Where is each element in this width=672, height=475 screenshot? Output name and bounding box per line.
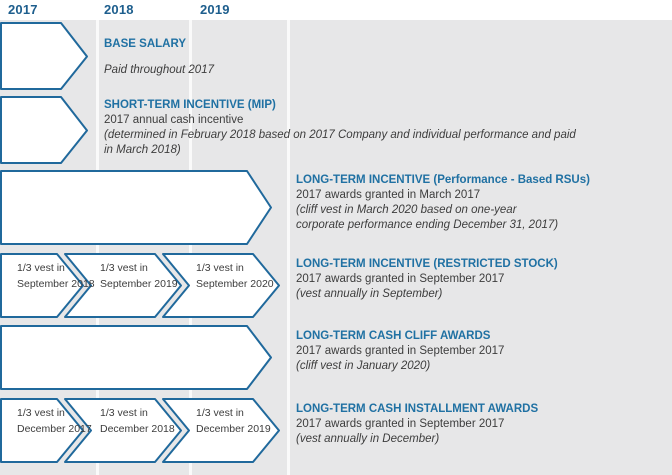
row-cash-cliff-awards-text: LONG-TERM CASH CLIFF AWARDS 2017 awards … [296,329,504,374]
row-lti-restricted-stock-text: LONG-TERM INCENTIVE (RESTRICTED STOCK) 2… [296,257,558,302]
row-title: BASE SALARY [104,38,186,50]
row-line: (cliff vest in March 2020 based on one-y… [296,204,517,216]
row-title: LONG-TERM CASH CLIFF AWARDS [296,330,491,342]
row-line: 2017 awards granted in September 2017 [296,345,505,357]
arrow-base-salary [0,22,88,90]
row-cash-installment-text: LONG-TERM CASH INSTALLMENT AWARDS 2017 a… [296,402,538,447]
row-lti-performance-rsus-text: LONG-TERM INCENTIVE (Performance - Based… [296,173,590,233]
row-line: (vest annually in December) [296,433,440,445]
row-base-salary-text: BASE SALARY Paid throughout 2017 [104,37,214,78]
arrow-cash-installment-segments [0,398,280,463]
row-line: (determined in February 2018 based on 20… [104,129,576,141]
segment-label: 1/3 vest in December 2019 [196,405,271,437]
column-separator-1 [96,20,99,475]
timeline-panel: BASE SALARY Paid throughout 2017 SHORT-T… [0,20,672,475]
segment-label-line: September 2018 [17,278,95,290]
row-line: 2017 awards granted in March 2017 [296,189,481,201]
row-line: (cliff vest in January 2020) [296,360,431,372]
row-line: 2017 annual cash incentive [104,114,244,126]
row-title: LONG-TERM INCENTIVE (Performance - Based… [296,174,590,186]
row-line: 2017 awards granted in September 2017 [296,418,505,430]
year-label-2019: 2019 [200,2,230,17]
row-title: LONG-TERM CASH INSTALLMENT AWARDS [296,403,539,415]
arrow-lti-restricted-stock-segments [0,253,280,318]
column-separator-3 [287,20,290,475]
segment-label-line: 1/3 vest in [17,262,65,274]
arrow-short-term-incentive [0,96,88,164]
row-line: in March 2018) [104,144,181,156]
segment-label: 1/3 vest in December 2018 [100,405,175,437]
segment-label-line: December 2017 [17,423,92,435]
segment-label-line: 1/3 vest in [100,407,148,419]
segment-label-line: September 2019 [100,278,178,290]
row-line: 2017 awards granted in September 2017 [296,273,505,285]
segment-label: 1/3 vest in September 2020 [196,260,274,292]
row-short-term-incentive-text: SHORT-TERM INCENTIVE (MIP) 2017 annual c… [104,98,576,158]
segment-label: 1/3 vest in September 2018 [17,260,95,292]
row-line: corporate performance ending December 31… [296,219,559,231]
segment-label-line: 1/3 vest in [100,262,148,274]
row-title: SHORT-TERM INCENTIVE (MIP) [104,99,276,111]
arrow-lti-performance-rsus [0,170,272,245]
segment-label-line: 1/3 vest in [196,407,244,419]
segment-label-line: 1/3 vest in [196,262,244,274]
segment-label-line: December 2019 [196,423,271,435]
row-line: Paid throughout 2017 [104,64,214,76]
year-label-2017: 2017 [8,2,38,17]
row-line: (vest annually in September) [296,288,443,300]
year-label-2018: 2018 [104,2,134,17]
segment-label: 1/3 vest in December 2017 [17,405,92,437]
arrow-cash-cliff-awards [0,325,272,390]
segment-label-line: 1/3 vest in [17,407,65,419]
segment-label: 1/3 vest in September 2019 [100,260,178,292]
segment-label-line: September 2020 [196,278,274,290]
row-title: LONG-TERM INCENTIVE (RESTRICTED STOCK) [296,258,558,270]
segment-label-line: December 2018 [100,423,175,435]
column-separator-2 [189,20,192,475]
